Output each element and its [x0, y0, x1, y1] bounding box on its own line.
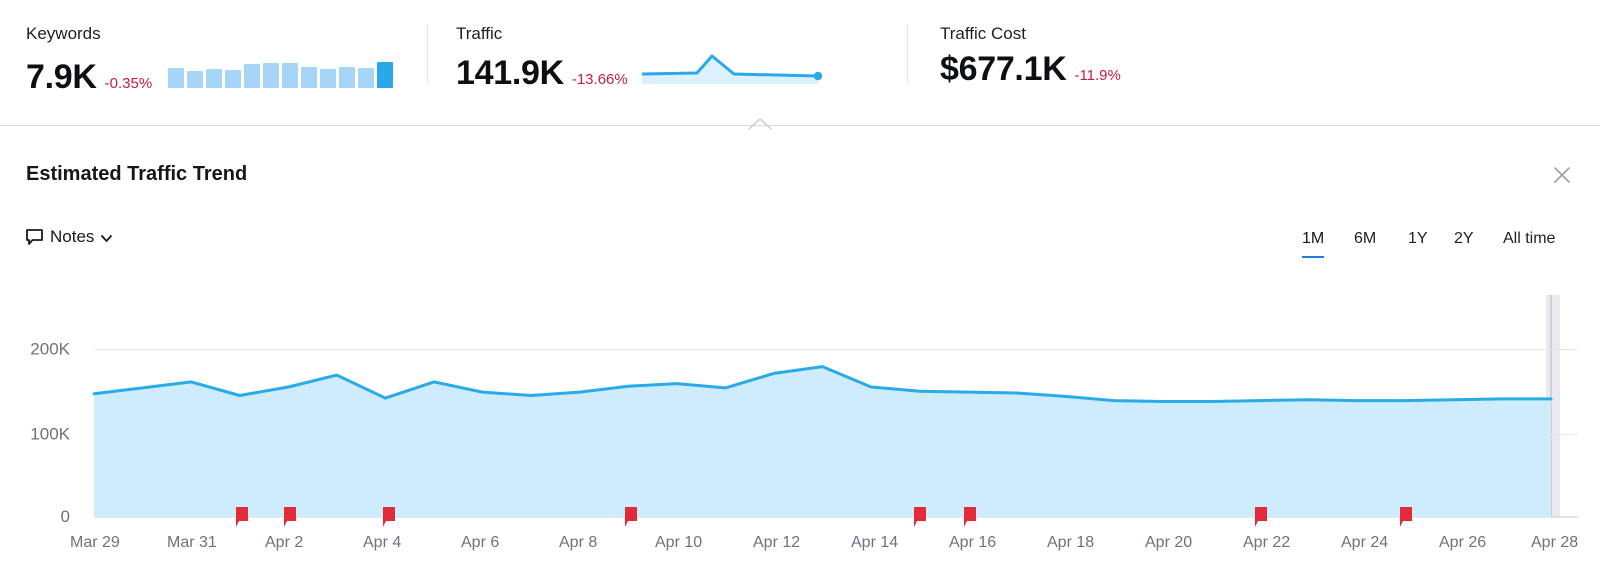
svg-text:Apr 28: Apr 28: [1531, 534, 1578, 551]
svg-text:Apr 12: Apr 12: [753, 534, 800, 551]
svg-text:Mar 29: Mar 29: [70, 534, 120, 551]
svg-text:0: 0: [61, 507, 70, 526]
svg-text:Apr 4: Apr 4: [363, 534, 401, 551]
svg-text:Apr 14: Apr 14: [851, 534, 898, 551]
svg-text:Apr 22: Apr 22: [1243, 534, 1290, 551]
svg-text:Apr 20: Apr 20: [1145, 534, 1192, 551]
svg-text:Apr 8: Apr 8: [559, 534, 597, 551]
svg-text:Mar 31: Mar 31: [167, 534, 217, 551]
svg-text:200K: 200K: [30, 340, 70, 359]
svg-text:Apr 2: Apr 2: [265, 534, 303, 551]
svg-text:Apr 18: Apr 18: [1047, 534, 1094, 551]
svg-text:Apr 24: Apr 24: [1341, 534, 1388, 551]
svg-text:Apr 6: Apr 6: [461, 534, 499, 551]
svg-text:Apr 10: Apr 10: [655, 534, 702, 551]
svg-text:Apr 26: Apr 26: [1439, 534, 1486, 551]
svg-text:100K: 100K: [30, 425, 70, 444]
svg-text:Apr 16: Apr 16: [949, 534, 996, 551]
